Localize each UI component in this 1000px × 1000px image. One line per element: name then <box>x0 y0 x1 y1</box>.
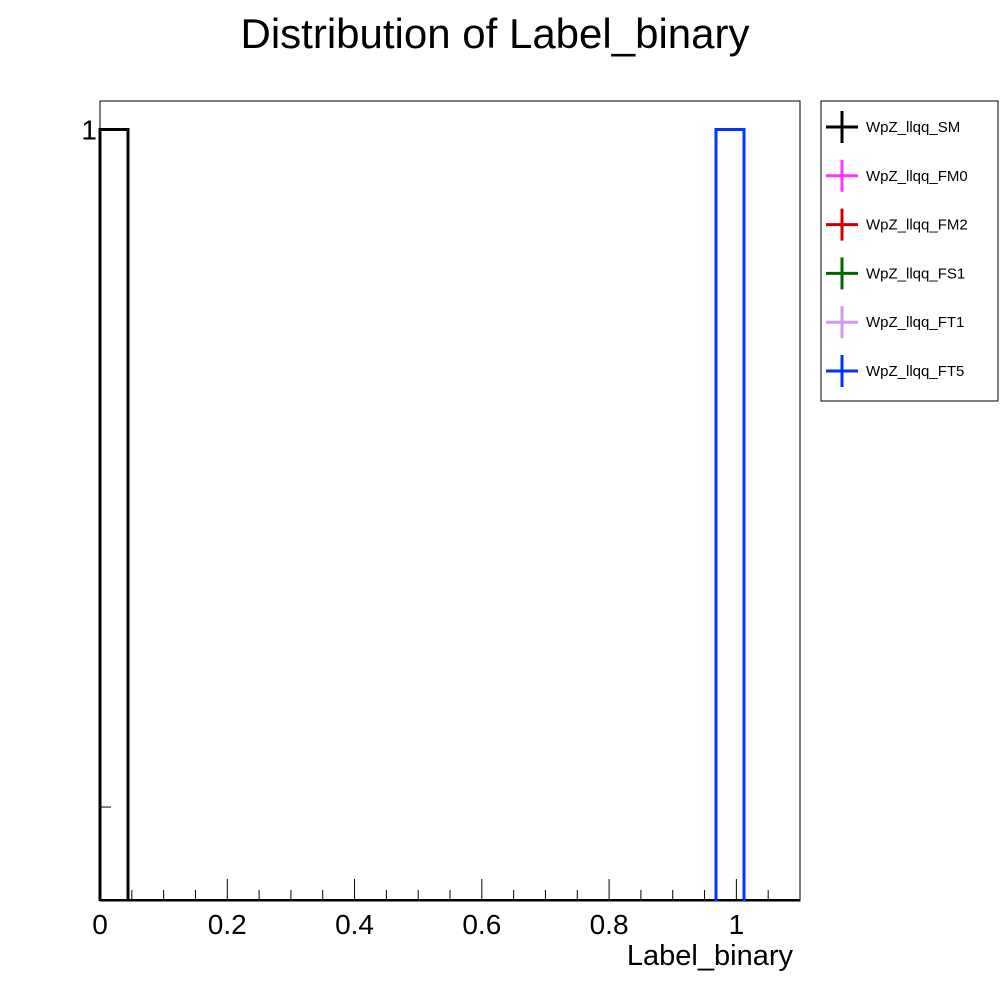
legend-label: WpZ_llqq_FS1 <box>866 265 965 282</box>
x-tick-label: 0.8 <box>590 909 629 940</box>
x-tick-label: 1 <box>729 909 745 940</box>
x-tick-label: 0.4 <box>335 909 374 940</box>
legend-label: WpZ_llqq_FT5 <box>866 363 964 380</box>
x-axis-label: Label_binary <box>627 940 794 972</box>
x-tick-label: 0.2 <box>208 909 247 940</box>
legend-label: WpZ_llqq_FM2 <box>866 217 968 234</box>
legend-label: WpZ_llqq_FM0 <box>866 168 968 185</box>
legend: WpZ_llqq_SM WpZ_llqq_FM0 WpZ_llqq_FM2 WpZ_l… <box>820 100 999 402</box>
histogram-bin <box>98 127 130 901</box>
legend-box <box>820 100 999 402</box>
x-tick-label: 0 <box>92 909 108 940</box>
legend-label: WpZ_llqq_FT1 <box>866 314 964 331</box>
y-tick-label: 1 <box>81 114 97 145</box>
legend-label: WpZ_llqq_SM <box>866 119 960 136</box>
plot-frame <box>99 100 801 902</box>
chart-title: Distribution of Label_binary <box>241 10 750 57</box>
histogram-layer <box>98 127 800 901</box>
histogram-bin <box>714 127 746 901</box>
axes-layer: 0 0.2 0.4 0.6 0.8 1 1 <box>81 114 769 940</box>
x-tick-label: 0.6 <box>462 909 501 940</box>
